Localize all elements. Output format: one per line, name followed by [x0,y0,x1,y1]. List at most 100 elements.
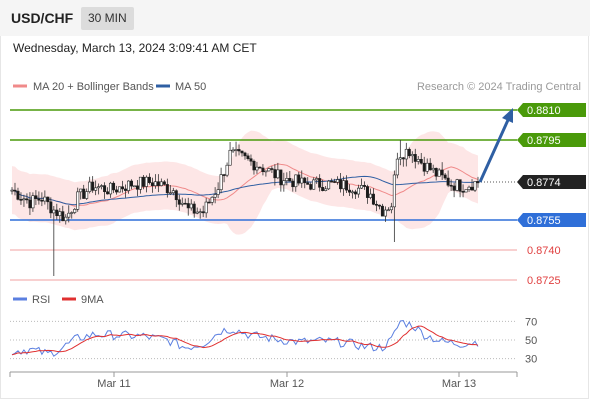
candle-body [407,148,411,157]
candle-body [46,196,50,203]
candle-body [94,187,98,191]
chart-header: USD/CHF 30 MIN [0,0,590,36]
level-label: 0.8795 [527,135,561,147]
candle-body [258,166,262,169]
legend-rsi-label: RSI [32,294,50,306]
candle-body [255,166,259,171]
candle-body [100,185,104,187]
candle-body [249,158,253,162]
candle-body [58,211,62,217]
candle-body [144,176,148,187]
candle-body [452,185,456,191]
candle-body [336,179,340,183]
candle-body [267,168,271,172]
candle-body [231,149,235,152]
candle-body [180,202,184,205]
candle-body [240,150,244,154]
candle-body [374,203,378,206]
candle-body [64,216,68,222]
level-label: 0.8725 [527,275,561,287]
candle-body [150,182,154,186]
candle-body [124,188,128,191]
legend-9ma-label: 9MA [81,294,104,306]
candle-body [282,180,286,186]
arrow-shaft [478,119,510,183]
candle-body [365,186,369,198]
candle-body [422,162,426,172]
candle-body [345,180,349,191]
candle-body [449,184,453,187]
candle-body [270,168,274,170]
candle-body [213,194,217,198]
candle-body [67,212,71,218]
rsi-tick-label: 50 [525,335,537,347]
level-label: 0.8755 [527,215,561,227]
candle-body [309,184,313,190]
candle-body [109,182,113,195]
candle-body [132,185,136,188]
candle-body [147,176,151,183]
candle-body [225,164,229,176]
candle-body [91,181,95,191]
candle-body [246,155,250,160]
candle-body [219,174,223,190]
candle-body [470,186,474,191]
candle-body [55,209,59,217]
candle-body [43,196,47,202]
candle-body [37,198,41,201]
candle-body [300,177,304,184]
candle-body [279,169,283,186]
ma50-line [11,175,479,206]
candle-body [357,187,361,195]
candle-body [40,199,44,202]
candle-body [461,191,465,193]
rsi-tick-label: 30 [525,354,537,366]
candle-body [16,190,20,200]
candle-body [243,152,247,157]
level-tag-resistance [517,133,586,147]
candle-body [198,211,202,213]
candle-body [458,179,462,192]
candle-body [434,167,438,177]
projection-arrow [478,108,513,183]
candle-body [428,162,432,171]
candle-body [318,178,322,188]
candle-body [177,199,181,205]
candle-body [377,204,381,207]
candle-body [440,169,444,176]
candle-body [97,186,101,189]
candle-body [192,203,196,214]
candle-body [34,195,38,200]
candle-body [165,184,169,194]
candle-body [342,180,346,190]
candle-body [315,178,319,181]
rsi-legend: RSI 9MA [13,294,104,306]
level-tag-support [517,213,586,227]
rsi-tick-label: 70 [525,316,537,328]
ma20-line [11,163,479,207]
candle-body [276,169,280,179]
candle-body [467,186,471,190]
candle-body [25,198,29,201]
x-tick-label: Mar 11 [97,378,130,390]
candle-body [273,169,277,179]
arrow-head [502,108,513,123]
candle-body [79,188,83,193]
candle-body [237,149,241,152]
time-axis: Mar 11 Mar 12 Mar 13 [9,371,518,390]
candle-body [234,149,238,151]
candle-body [222,174,226,176]
candle-body [455,179,459,191]
candle-body [321,186,325,191]
timeframe-button[interactable]: 30 MIN [81,7,134,30]
symbol-label: USD/CHF [11,10,74,26]
candle-body [410,154,414,157]
candle-body [401,157,405,160]
bollinger-band-area [12,130,478,235]
candle-body [201,211,205,214]
level-label: 0.8740 [527,245,561,257]
candle-body [216,189,220,195]
candle-body [333,181,337,183]
candle-body [49,201,53,214]
